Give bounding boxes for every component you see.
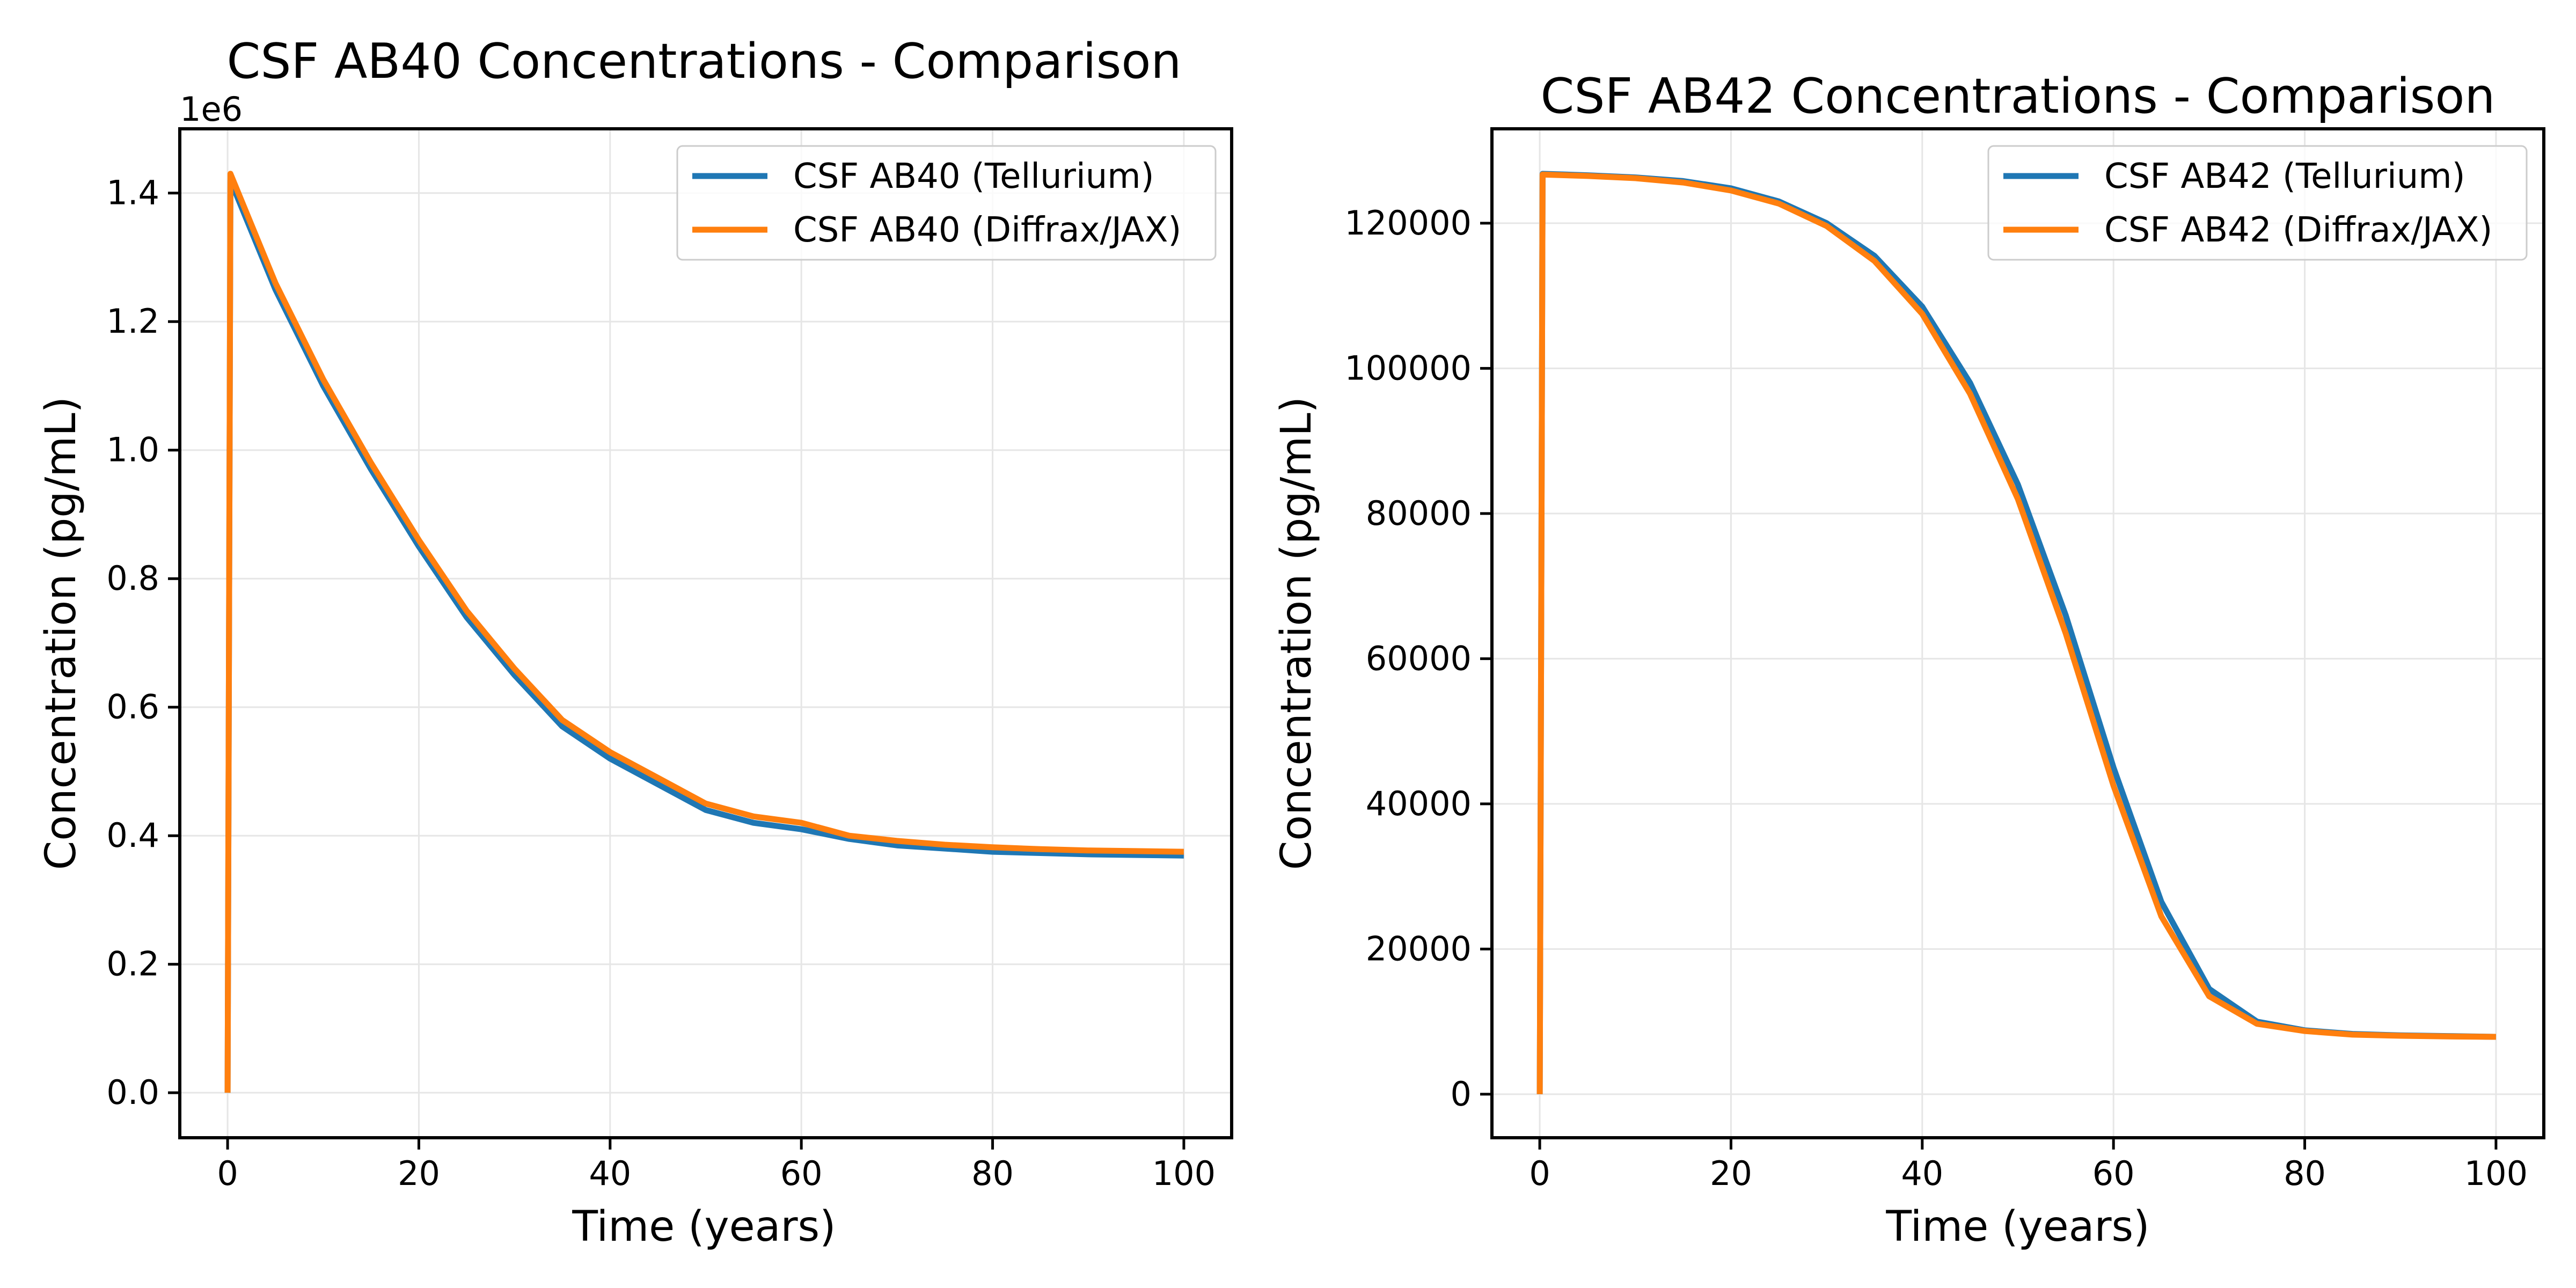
ab40-y-tick-label: 0.6: [106, 687, 159, 727]
ab42-y-tick-label: 0: [1451, 1074, 1472, 1114]
ab42-chart: CSF AB42 Concentrations - Comparison Tim…: [1272, 68, 2545, 1251]
ab40-chart: CSF AB40 Concentrations - Comparison 1e6…: [37, 33, 1233, 1251]
ab40-plot-area: [224, 171, 1184, 1093]
ab40-x-axis-label: Time (years): [572, 1203, 836, 1251]
ab40-x-tick-label: 0: [217, 1154, 238, 1193]
ab40-x-tick-label: 20: [398, 1154, 440, 1193]
ab42-y-tick-label: 60000: [1366, 639, 1472, 678]
ab42-y-tick-label: 20000: [1366, 929, 1472, 968]
ab40-series-line-tellurium: [224, 177, 1184, 1093]
ab40-y-tick-label: 1.0: [106, 430, 159, 470]
ab40-y-offset-label: 1e6: [180, 90, 243, 129]
ab42-x-tick-label: 80: [2284, 1154, 2326, 1193]
ab40-y-axis-label: Concentration (pg/mL): [37, 397, 85, 870]
ab42-y-tick-label: 100000: [1344, 348, 1472, 387]
ab42-legend-label-tellurium: CSF AB42 (Tellurium): [2104, 157, 2465, 196]
ab42-chart-title: CSF AB42 Concentrations - Comparison: [1541, 68, 2496, 125]
ab40-axes-frame: [178, 127, 1233, 1139]
ab42-x-tick-label: 20: [1710, 1154, 1752, 1193]
ab40-y-tick-label: 1.4: [106, 173, 159, 213]
ab40-legend-label-tellurium: CSF AB40 (Tellurium): [793, 157, 1154, 196]
ab40-ticks: 0 20 40 60 80 100 0.0 0.2 0.4 0.6 0.8 1.0 1.2 1.4: [106, 173, 1216, 1193]
ab42-axes-frame: [1490, 127, 2545, 1139]
ab42-x-axis-label: Time (years): [1885, 1203, 2149, 1251]
ab42-legend-box: [1987, 145, 2528, 261]
ab42-x-tick-label: 100: [2464, 1154, 2528, 1193]
ab42-x-tick-label: 0: [1529, 1154, 1550, 1193]
ab40-legend: CSF AB40 (Tellurium) CSF AB40 (Diffrax/J…: [676, 145, 1217, 261]
ab42-y-tick-label: 120000: [1344, 203, 1472, 243]
ab40-y-tick-label: 1.2: [106, 302, 159, 341]
ab42-y-axis-label: Concentration (pg/mL): [1272, 397, 1321, 870]
ab42-series-line-diffrax: [1536, 171, 2496, 1094]
ab40-x-tick-label: 80: [971, 1154, 1014, 1193]
ab42-x-tick-label: 60: [2092, 1154, 2135, 1193]
ab42-y-tick-label: 80000: [1366, 494, 1472, 533]
ab40-legend-label-diffrax: CSF AB40 (Diffrax/JAX): [793, 210, 1181, 250]
ab42-legend-label-diffrax: CSF AB42 (Diffrax/JAX): [2104, 210, 2492, 250]
ab42-legend: CSF AB42 (Tellurium) CSF AB42 (Diffrax/J…: [1987, 145, 2528, 261]
ab40-y-tick-label: 0.0: [106, 1073, 159, 1112]
ab42-plot-area: [1536, 171, 2496, 1094]
ab40-x-tick-label: 40: [589, 1154, 631, 1193]
ab40-y-tick-label: 0.4: [106, 816, 159, 855]
ab42-ticks: 0 20 40 60 80 100 0 20000 40000 60000 80000 100000 1…: [1344, 203, 2528, 1193]
ab42-x-tick-label: 40: [1901, 1154, 1943, 1193]
ab40-chart-title: CSF AB40 Concentrations - Comparison: [227, 33, 1182, 90]
ab40-y-tick-label: 0.2: [106, 945, 159, 984]
ab40-x-tick-label: 100: [1152, 1154, 1216, 1193]
ab40-x-tick-label: 60: [780, 1154, 823, 1193]
ab40-series-line-diffrax: [224, 171, 1184, 1093]
ab40-y-tick-label: 0.8: [106, 559, 159, 598]
ab40-legend-box: [676, 145, 1217, 261]
ab42-y-tick-label: 40000: [1366, 784, 1472, 823]
